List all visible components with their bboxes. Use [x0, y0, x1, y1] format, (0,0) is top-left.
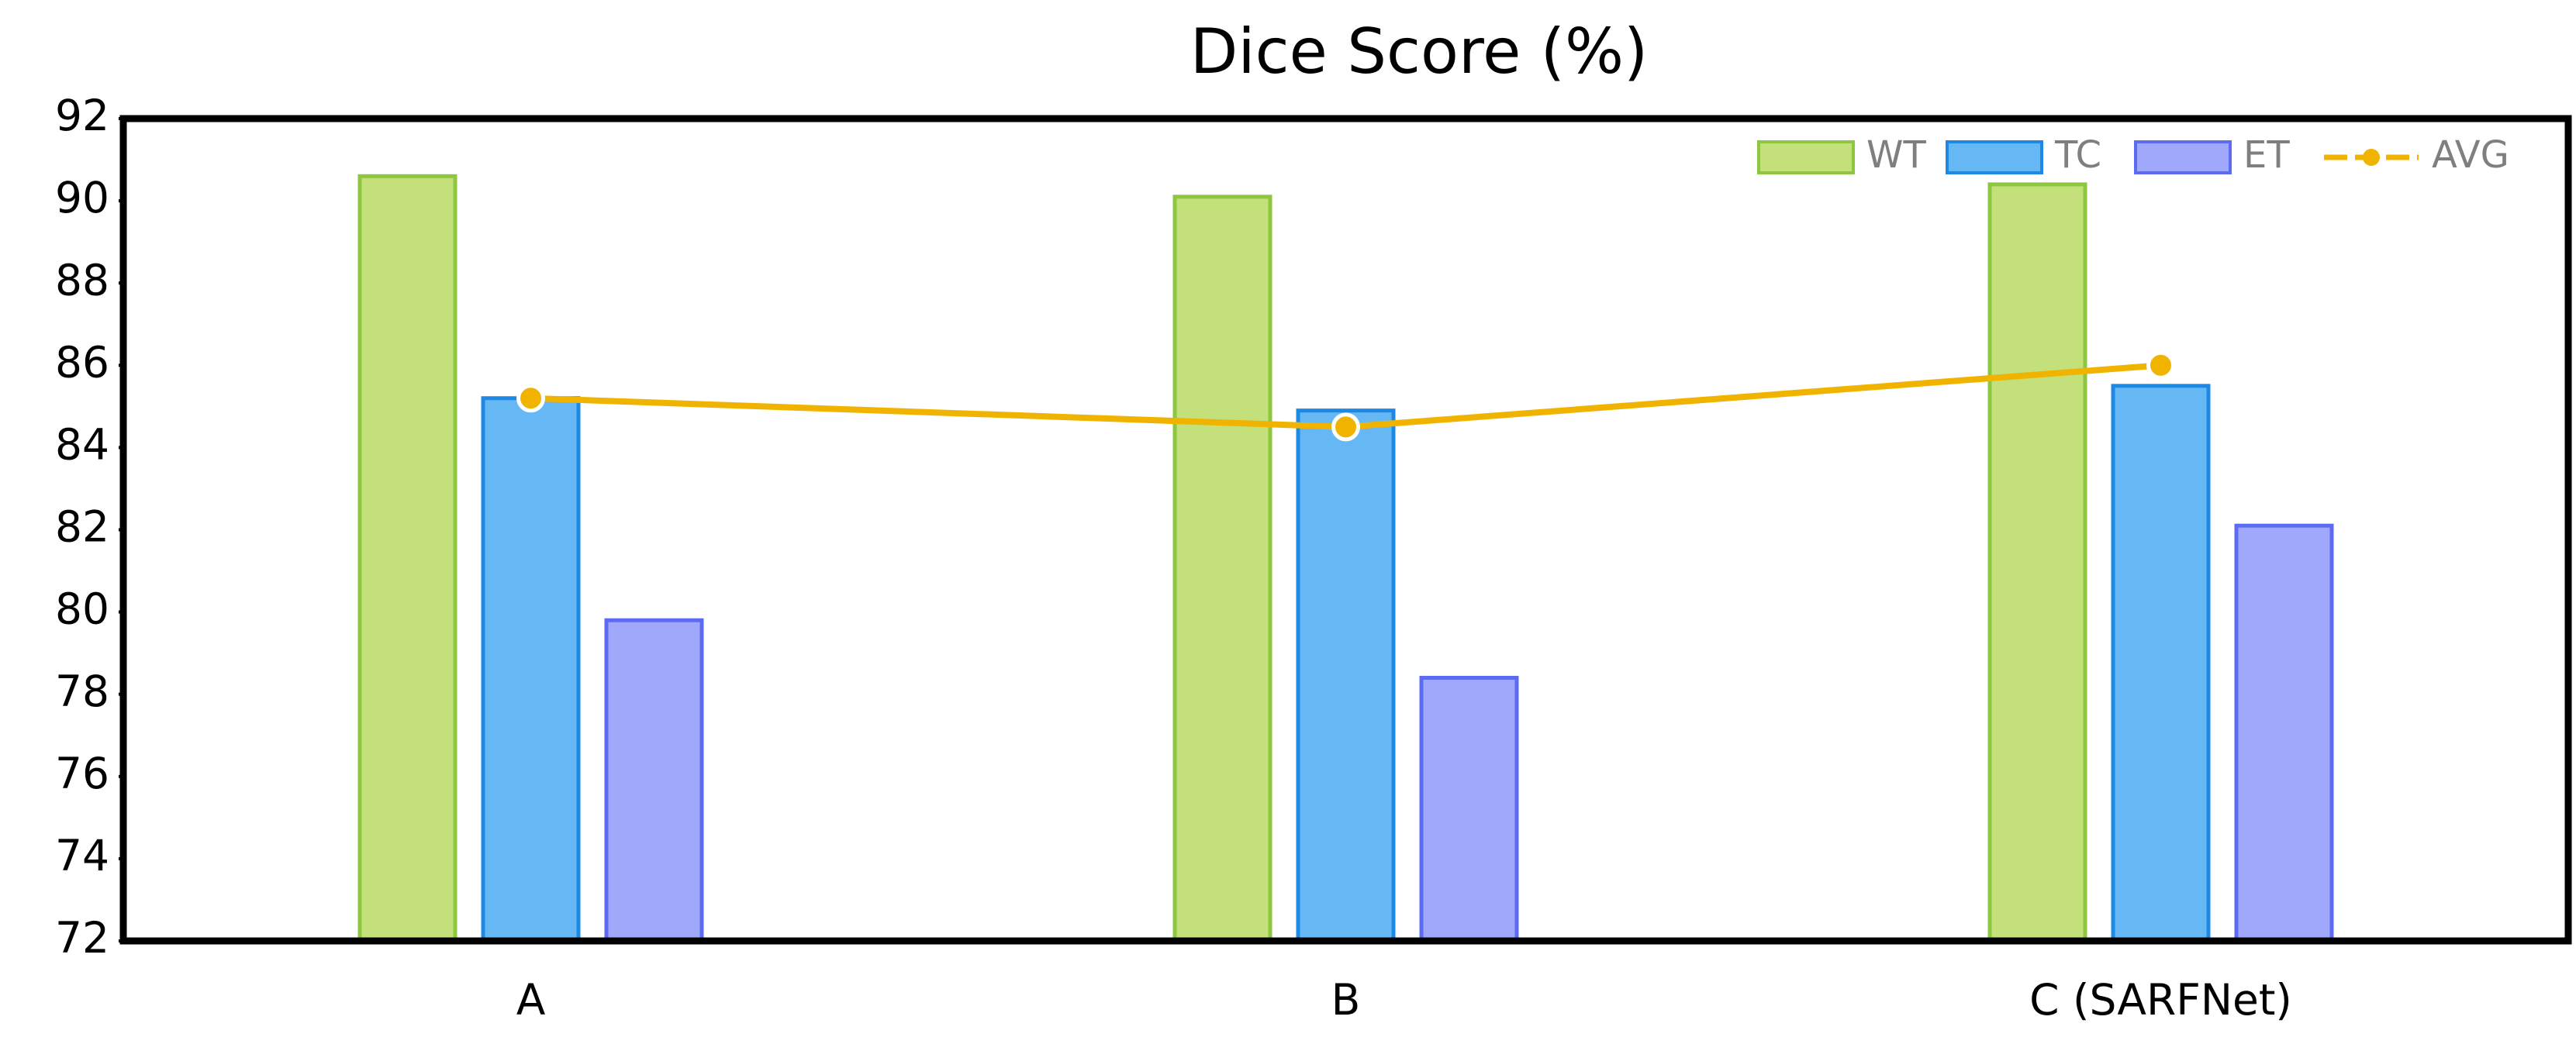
line-point [2146, 350, 2175, 380]
y-tick-label: 84 [55, 420, 109, 470]
bar [481, 396, 581, 943]
y-tick-label: 80 [55, 584, 109, 634]
y-tick-label: 82 [55, 502, 109, 552]
y-tick-label: 78 [55, 667, 109, 716]
y-tick-label: 88 [55, 255, 109, 305]
x-tick-label: C (SARFNet) [2029, 975, 2292, 1025]
y-tick-label: 86 [55, 337, 109, 387]
bar [357, 174, 458, 943]
legend-label: TC [2054, 133, 2101, 177]
legend-label: AVG [2432, 133, 2509, 177]
y-tick-label: 92 [55, 91, 109, 140]
x-tick-label: A [516, 975, 546, 1025]
y-tick-label: 74 [55, 831, 109, 880]
bar [2111, 384, 2211, 943]
y-tick-label: 90 [55, 173, 109, 222]
bar [1296, 408, 1396, 943]
legend-label: ET [2243, 133, 2290, 177]
legend-label: WT [1866, 133, 1926, 177]
legend-swatch [2134, 140, 2232, 174]
chart-title: Dice Score (%) [1190, 16, 1648, 88]
bar [1419, 675, 1519, 943]
bar [1987, 182, 2087, 943]
y-tick-label: 76 [55, 749, 109, 798]
x-tick-label: B [1331, 975, 1361, 1025]
bar [604, 618, 704, 943]
line-point [1331, 412, 1360, 442]
legend-swatch [1946, 140, 2043, 174]
plot-frame [119, 115, 2572, 945]
line-point [516, 384, 545, 413]
y-tick-label: 72 [55, 913, 109, 963]
bar [1172, 195, 1272, 943]
bar [2234, 523, 2334, 943]
legend-swatch [1757, 140, 1855, 174]
legend-marker [2363, 149, 2380, 166]
